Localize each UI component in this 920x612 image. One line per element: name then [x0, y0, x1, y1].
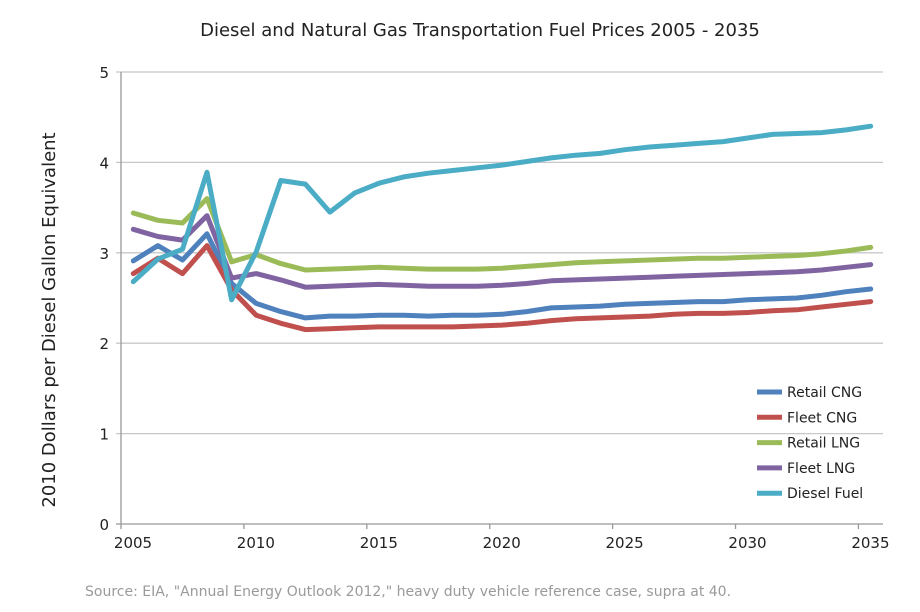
x-tick-label: 2005	[114, 534, 152, 552]
y-tick-label: 0	[99, 516, 109, 534]
y-tick-label: 2	[99, 335, 109, 353]
y-tick-label: 5	[99, 64, 109, 82]
legend-label: Retail CNG	[787, 385, 862, 401]
x-tick-label: 2025	[606, 534, 644, 552]
legend-label: Diesel Fuel	[787, 486, 863, 502]
legend-label: Fleet CNG	[787, 410, 857, 426]
x-tick-label: 2020	[483, 534, 521, 552]
y-tick-label: 4	[99, 154, 109, 172]
legend-label: Fleet LNG	[787, 461, 855, 477]
x-tick-label: 2030	[728, 534, 766, 552]
series-line-fleet-lng	[130, 213, 874, 290]
x-tick-label: 2010	[237, 534, 275, 552]
legend-label: Retail LNG	[787, 436, 860, 452]
series-line-retail-cng	[130, 231, 874, 321]
y-tick-label: 3	[99, 245, 109, 263]
chart-title: Diesel and Natural Gas Transportation Fu…	[200, 20, 760, 41]
series-line-fleet-cng	[130, 243, 874, 333]
y-tick-label: 1	[99, 426, 109, 444]
x-tick-label: 2035	[851, 534, 889, 552]
source-note: Source: EIA, "Annual Energy Outlook 2012…	[85, 584, 731, 600]
x-tick-label: 2015	[360, 534, 398, 552]
series-line-retail-lng	[130, 196, 874, 273]
series-line-diesel-fuel	[130, 123, 874, 303]
y-axis-label: 2010 Dollars per Diesel Gallon Equivalen…	[39, 132, 60, 507]
